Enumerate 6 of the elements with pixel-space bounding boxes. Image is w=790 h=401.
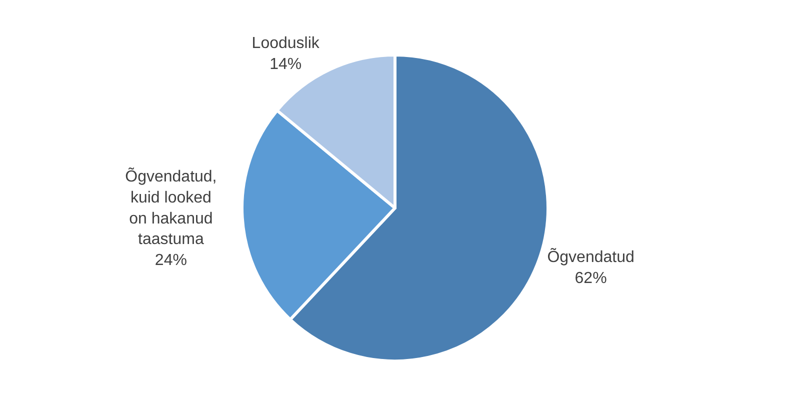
slice-label: Õgvendatud <box>547 247 634 266</box>
data-label: 62% <box>574 270 607 287</box>
slice-label: Looduslik <box>252 35 320 52</box>
slice-label: Õgvendatud, kuid looked on hakanud taastuma <box>125 166 217 248</box>
data-label: 24% <box>154 252 187 269</box>
data-label: 14% <box>270 56 302 73</box>
